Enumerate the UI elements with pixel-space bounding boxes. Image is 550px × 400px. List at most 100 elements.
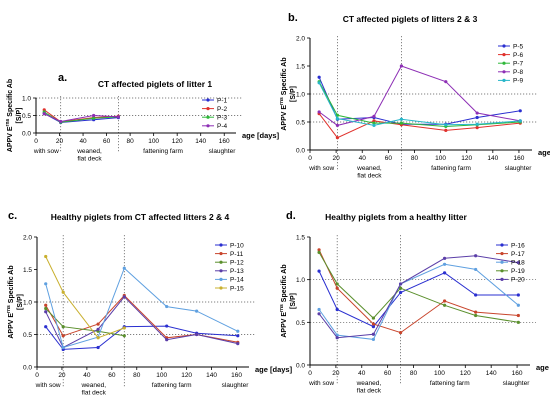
phase-label-line: weaned, [356,165,382,172]
legend-marker [219,260,223,264]
phase-label: fattening farm [143,148,183,155]
x-axis-label: age [days] [536,363,550,372]
y-axis-label-rest: Specific Ab [8,265,15,305]
phase-label-line: weaned, [76,148,102,155]
series-line-P-12 [45,308,125,337]
phase-label: weaned, flat deck [356,380,382,395]
phase-label: with sow [33,148,59,155]
data-point-P-11 [61,334,65,338]
legend-label: P-14 [230,277,244,284]
data-point-P-10 [165,324,169,328]
data-point-P-15 [61,290,65,294]
data-point-P-4 [42,112,46,116]
x-tick-label: 80 [133,372,141,379]
legend-label: P-13 [230,268,244,275]
legend-marker [502,70,506,74]
y-tick-label: 2.0 [23,235,32,242]
series-line-P-19 [318,252,519,323]
x-tick-label: 100 [434,370,445,377]
x-tick-label: 40 [83,372,91,379]
legend-label: P-11 [230,251,244,258]
data-point-P-8 [444,80,448,84]
data-point-P-6 [444,128,448,132]
phase-label-line: weaned, [80,382,106,389]
x-tick-label: 60 [385,155,393,162]
chart-title: Healthy piglets from a healthy litter [325,212,467,222]
series-line-P-17 [318,249,519,334]
legend-label: P-3 [217,115,228,122]
phase-label: weaned, flat deck [80,382,106,397]
data-point-P-8 [317,110,321,114]
phase-label: with sow [308,380,334,387]
y-axis-label-sup: rns [279,97,285,105]
x-tick-label: 80 [411,155,419,162]
data-point-P-19 [516,320,520,324]
legend-marker [500,252,504,256]
x-tick-label: 20 [58,372,66,379]
phase-label: slaughter [209,148,237,155]
data-point-P-13 [96,327,100,331]
chart-title: CT affected piglets of litter 1 [98,79,213,89]
data-point-P-16 [335,307,339,312]
legend-label: P-16 [511,242,525,249]
phase-label: weaned, flat deck [76,148,102,163]
legend-label: P-8 [513,69,524,76]
data-point-P-14 [61,345,65,350]
y-tick-label: 0.0 [296,363,305,370]
data-point-P-15 [44,254,48,259]
phase-label: fattening farm [431,165,471,172]
x-tick-label: 20 [332,370,340,377]
chart-panel-d: d. Healthy piglets from a healthy litter 0… [279,210,550,395]
data-point-P-7 [372,121,376,125]
y-axis-label-sup: rns [6,305,12,313]
phase-label-line: with sow [308,380,334,387]
y-tick-label: 1.0 [296,277,305,284]
data-point-P-15 [96,336,100,340]
legend-label: P-9 [513,78,524,85]
y-tick-label: 1.0 [296,92,305,99]
phase-label-line: with sow [308,165,334,172]
x-tick-label: 0 [308,370,312,377]
data-point-P-9 [335,117,340,121]
series-line-P-10 [45,325,238,350]
y-axis-label: APPV Erns Specific Ab [5,79,14,152]
x-tick-label: 140 [206,372,217,379]
panel-label: a. [58,72,67,84]
y-tick-label: 0.5 [296,120,305,127]
data-point-P-19 [474,313,478,318]
phase-label-line: slaughter [503,380,531,387]
legend-marker [502,61,506,65]
data-point-P-5 [518,109,522,113]
y-axis-label-rest: Specific Ab [281,264,288,304]
series-line-P-5 [318,77,521,125]
x-tick-label: 20 [56,138,64,145]
x-tick-label: 100 [435,155,446,162]
chart-panel-a: a. CT affected piglets of litter 1 0.0 0.5 1… [5,72,280,163]
phase-label: slaughter [503,380,531,387]
data-point-P-9 [399,117,404,121]
data-point-P-6 [475,126,479,130]
data-point-P-10 [236,334,240,338]
y-axis-unit: [S/P] [290,86,297,102]
y-tick-label: 1.0 [23,300,32,307]
legend-label: P-1 [217,97,228,104]
y-axis-label-main: APPV E [281,312,288,338]
data-point-P-13 [122,295,126,299]
y-tick-label: 2.0 [296,36,305,43]
data-point-P-8 [399,64,404,68]
x-tick-label: 140 [487,155,498,162]
y-axis-label-main: APPV E [7,126,14,152]
legend-marker [500,260,504,264]
data-point-P-4 [92,113,96,118]
legend-label: P-6 [513,52,524,59]
legend-label: P-17 [511,251,525,258]
data-point-P-5 [317,75,321,79]
data-point-P-19 [317,250,321,254]
phase-label-line: fattening farm [152,382,192,389]
y-tick-label: 1.5 [296,64,305,71]
series-line-P-18 [318,263,519,340]
data-point-P-12 [122,334,126,338]
chart-panel-b: b. CT affected piglets of litters 2 & 3 0.… [279,12,550,180]
data-point-P-17 [371,322,376,326]
